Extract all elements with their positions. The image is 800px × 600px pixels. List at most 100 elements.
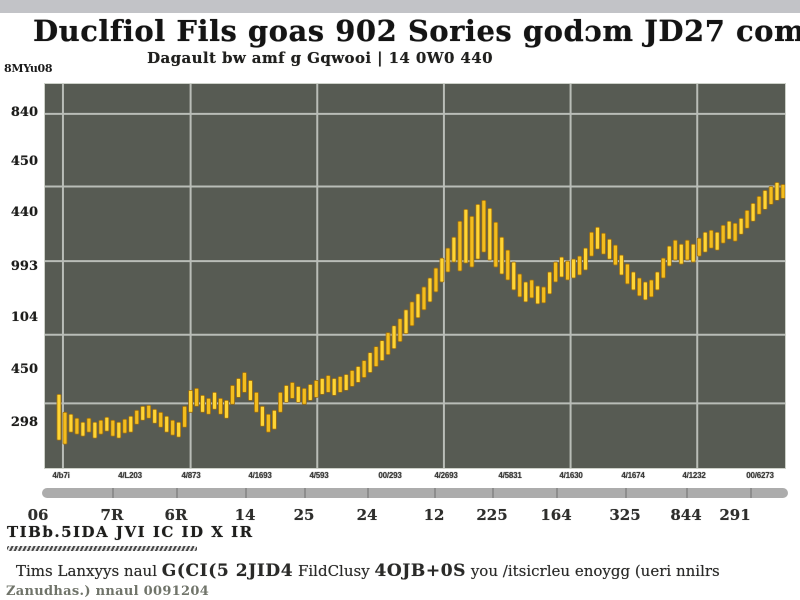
price-bar <box>684 239 690 261</box>
price-bar <box>206 397 211 415</box>
price-bar <box>774 182 780 201</box>
x-axis-label: 4/1674 <box>621 471 645 480</box>
x-axis-label: 00/293 <box>378 471 402 480</box>
price-bar <box>379 340 385 361</box>
scrollbar-tick <box>750 488 752 498</box>
price-bar <box>301 388 307 405</box>
chart-subtitle: Dagault bw amf g Gqwooi | 14 0W0 440 <box>147 49 493 67</box>
price-bar <box>98 419 104 435</box>
footer-number: 164 <box>540 506 572 524</box>
price-bar <box>631 271 636 291</box>
scrollbar-tick <box>492 488 494 498</box>
price-bar <box>277 391 283 413</box>
price-bar <box>427 277 433 303</box>
footer-number: 12 <box>423 506 445 524</box>
price-bar <box>451 236 457 263</box>
footer-number: 291 <box>719 506 751 524</box>
scrollbar-tick <box>686 488 688 498</box>
footer-number: 7R <box>100 506 124 524</box>
x-axis-label: 4/1232 <box>682 471 706 480</box>
price-bar <box>74 417 80 435</box>
price-bar <box>475 203 481 260</box>
price-bar <box>750 202 756 222</box>
price-bar <box>487 207 493 261</box>
price-bar <box>433 267 439 293</box>
price-bar <box>86 417 92 433</box>
price-bar <box>577 255 582 276</box>
price-bar <box>260 405 265 427</box>
footer-number: 325 <box>609 506 641 524</box>
price-bar <box>505 249 511 281</box>
price-bar <box>194 388 199 407</box>
caption-underline <box>7 546 197 551</box>
price-chart-plot[interactable] <box>44 83 786 469</box>
y-axis-label: 298 <box>10 415 38 430</box>
x-axis-label: 4/b7i <box>52 471 70 480</box>
x-axis-label: 4/5831 <box>498 471 522 480</box>
price-bar <box>134 409 140 425</box>
y-axis-label: 450 <box>10 362 38 377</box>
price-bar <box>325 375 331 393</box>
scrollbar-tick <box>625 488 627 498</box>
price-bar <box>62 411 68 445</box>
price-bar <box>553 261 559 283</box>
price-bar <box>409 301 415 327</box>
price-bar <box>642 281 648 301</box>
price-bar <box>331 378 337 396</box>
price-bar <box>56 393 62 441</box>
price-bar <box>637 277 642 297</box>
price-bar <box>236 378 241 398</box>
price-bar <box>68 413 74 433</box>
price-bar <box>439 257 445 283</box>
scrollbar-tick <box>245 488 247 498</box>
scrollbar-tick <box>556 488 558 498</box>
price-bar <box>589 231 594 257</box>
price-bar <box>666 245 672 267</box>
footer-number: 14 <box>234 506 256 524</box>
y-axis-label: 450 <box>10 154 38 169</box>
price-bar <box>780 184 785 199</box>
price-bar <box>170 419 176 436</box>
price-bar <box>768 186 774 205</box>
y-axis-label: 840 <box>10 105 38 120</box>
footer-number: 25 <box>293 506 315 524</box>
price-bar <box>571 258 576 279</box>
y-axis-top-label: 8MYu08 <box>4 62 53 75</box>
caption-text: FildClusy <box>293 562 375 580</box>
price-bar <box>517 273 523 298</box>
price-bar <box>271 409 277 430</box>
price-bar <box>92 421 98 439</box>
y-axis-label: 993 <box>10 259 38 274</box>
price-bar <box>224 399 229 419</box>
price-bar <box>541 286 547 304</box>
x-axis-label: 4/1630 <box>559 471 583 480</box>
x-axis-label: 4/1693 <box>248 471 272 480</box>
price-bar <box>595 226 600 250</box>
x-axis-label: 4/593 <box>309 471 329 480</box>
price-bar <box>744 209 750 229</box>
candlestick-series <box>45 84 785 468</box>
footer-caption-line2: Zanudhas.) nnaul 0091204 <box>6 584 210 599</box>
price-bar <box>732 222 738 242</box>
price-bar <box>319 378 325 395</box>
price-bar <box>565 260 570 281</box>
chart-scrollbar[interactable] <box>42 488 788 498</box>
price-bar <box>421 286 427 311</box>
price-bar <box>355 366 361 383</box>
price-bar <box>672 239 678 261</box>
price-bar <box>266 413 271 433</box>
x-axis: 4/b7i 4/L203 4/873 4/1693 4/593 00/293 4/2693 4… <box>0 471 800 485</box>
price-bar <box>128 415 134 433</box>
price-bar <box>529 279 535 299</box>
price-bar <box>726 220 732 240</box>
price-bar <box>122 418 128 434</box>
price-bar <box>218 397 223 415</box>
price-bar <box>607 238 612 260</box>
caption-bold-token: 4OJB+0S <box>374 561 467 581</box>
price-bar <box>714 231 720 251</box>
price-bar <box>415 293 421 319</box>
axis-caption: TIBb.5IDA JVI IC ID X IR <box>7 523 254 541</box>
price-bar <box>738 217 744 235</box>
price-bar <box>397 318 403 343</box>
price-bar <box>307 384 313 401</box>
